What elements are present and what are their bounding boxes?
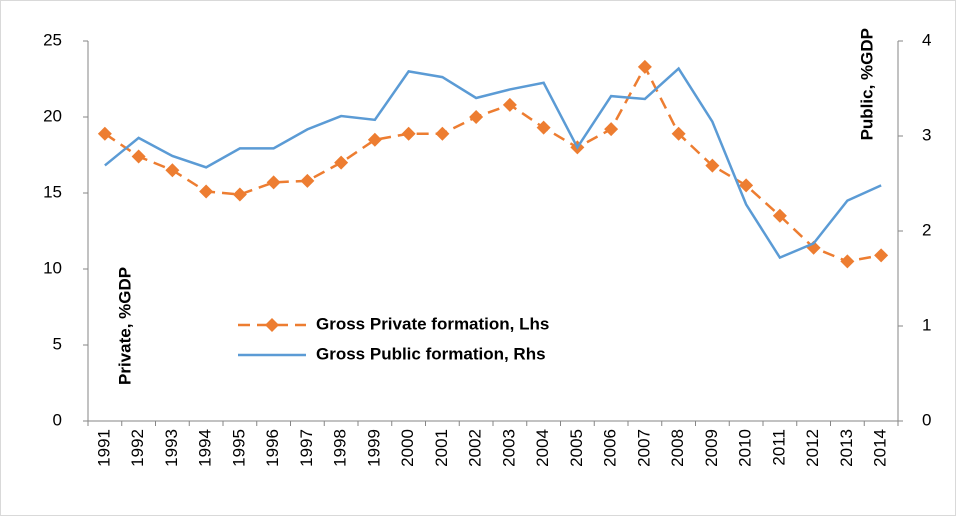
x-tick-label: 2013 (837, 429, 856, 467)
x-tick-label: 1992 (128, 429, 147, 467)
y-tick-label: 25 (43, 30, 62, 49)
series-marker (705, 158, 720, 173)
x-tick-label: 2000 (398, 429, 417, 467)
y-tick-label: 0 (53, 410, 62, 429)
series-marker (874, 248, 889, 263)
series-marker (232, 187, 247, 202)
x-tick-label: 2001 (432, 429, 451, 467)
y2-tick-label: 2 (922, 220, 931, 239)
series-marker (772, 208, 787, 223)
series-marker (637, 59, 652, 74)
x-tick-label: 2002 (466, 429, 485, 467)
x-tick-label: 1996 (263, 429, 282, 467)
x-tick-label: 2008 (668, 429, 687, 467)
series-marker (131, 149, 146, 164)
x-tick-label: 1995 (229, 429, 248, 467)
legend-label: Gross Private formation, Lhs (316, 314, 549, 333)
y2-tick-label: 3 (922, 125, 931, 144)
series-marker (536, 120, 551, 135)
x-tick-label: 2006 (601, 429, 620, 467)
y2-tick-label: 1 (922, 315, 931, 334)
series-marker (401, 126, 416, 141)
series-marker (199, 184, 214, 199)
x-tick-label: 2014 (871, 429, 890, 467)
series-marker (435, 126, 450, 141)
x-tick-label: 2004 (533, 429, 552, 467)
x-tick-label: 2010 (736, 429, 755, 467)
y2-axis-label: Public, %GDP (857, 28, 876, 140)
x-tick-label: 1998 (331, 429, 350, 467)
x-tick-label: 2003 (499, 429, 518, 467)
series-marker (671, 126, 686, 141)
y2-tick-label: 4 (922, 30, 931, 49)
series-marker (604, 122, 619, 137)
x-tick-label: 1999 (364, 429, 383, 467)
legend-marker (265, 318, 279, 332)
y-axis-label: Private, %GDP (115, 267, 134, 385)
series-marker (165, 163, 180, 178)
series-marker (739, 178, 754, 193)
x-tick-label: 1993 (162, 429, 181, 467)
series-marker (502, 97, 517, 112)
y-tick-label: 15 (43, 182, 62, 201)
series-line (104, 64, 882, 263)
y2-tick-label: 0 (922, 410, 931, 429)
x-tick-label: 2005 (567, 429, 586, 467)
series-marker (367, 132, 382, 147)
y-tick-label: 20 (43, 106, 62, 125)
x-tick-label: 2012 (803, 429, 822, 467)
series-line (104, 66, 882, 260)
x-tick-label: 2009 (702, 429, 721, 467)
x-tick-label: 1991 (94, 429, 113, 467)
y-tick-label: 5 (53, 334, 62, 353)
legend-label: Gross Public formation, Rhs (316, 344, 546, 363)
series-marker (840, 254, 855, 269)
x-tick-label: 2007 (634, 429, 653, 467)
series-marker (334, 155, 349, 170)
series-marker (300, 173, 315, 188)
y-tick-label: 10 (43, 258, 62, 277)
series-marker (97, 126, 112, 141)
x-tick-label: 1994 (196, 429, 215, 467)
series-marker (266, 175, 281, 190)
x-tick-label: 2011 (769, 429, 788, 466)
series-marker (469, 110, 484, 124)
x-tick-label: 1997 (297, 429, 316, 467)
